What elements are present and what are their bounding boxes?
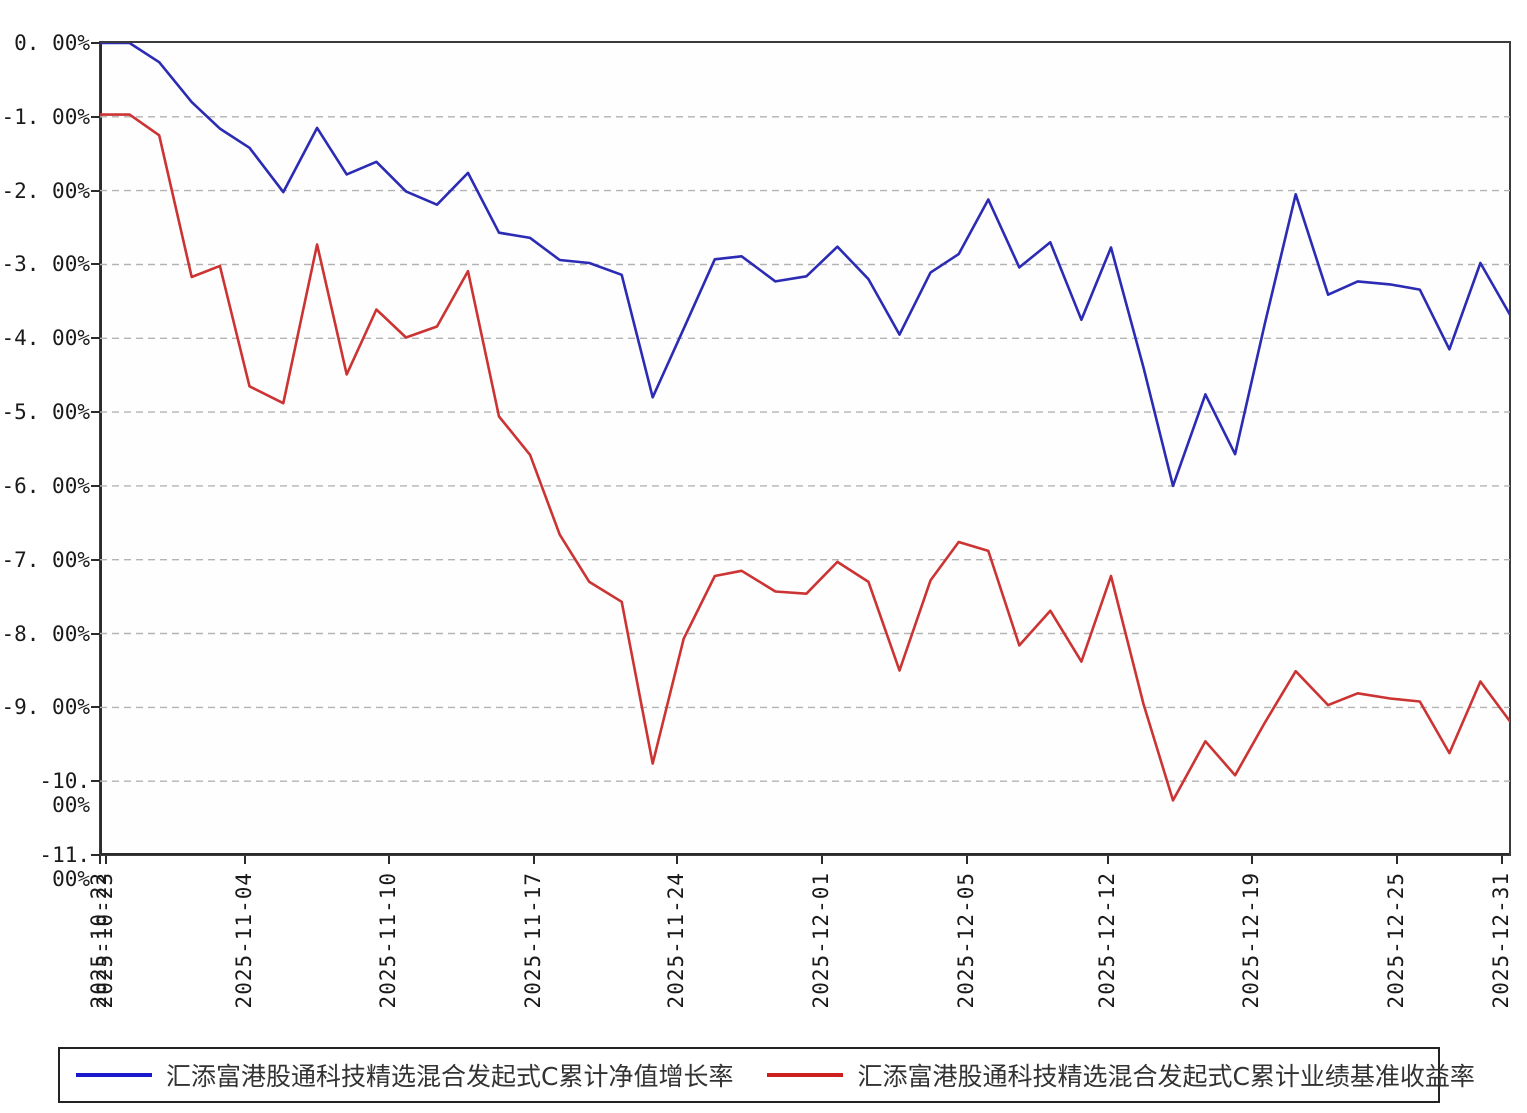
x-axis-tick [966,856,969,864]
x-axis-tick [99,856,101,864]
x-axis-line [101,853,1509,855]
legend-label-nav-growth: 汇添富港股通科技精选混合发起式C累计净值增长率 [166,1062,734,1091]
x-axis-tick [388,856,391,864]
x-axis-label: 2025-12-31 [1488,872,1513,1009]
y-axis-label: -7. 00% [1,547,90,572]
y-axis-tick [91,115,100,118]
y-axis-line [100,43,102,854]
legend-item-nav-growth: 汇添富港股通科技精选混合发起式C累计净值增长率 [76,1057,733,1093]
x-axis-tick [820,856,823,864]
y-axis-tick [91,854,100,856]
y-axis-tick [91,632,100,635]
y-axis-tick [91,558,100,561]
x-axis-label: 2025-11-04 [232,872,257,1009]
x-axis-tick [675,856,678,864]
legend-line-red-icon [767,1073,844,1077]
y-axis-tick [91,42,100,44]
legend-line-blue-icon [76,1073,152,1077]
series-lines-svg [100,43,1510,802]
x-axis-label: 2025-12-19 [1238,872,1263,1009]
y-axis-label: -4. 00% [1,326,90,351]
x-axis-label: 2025-11-17 [521,872,546,1009]
y-axis-label: -3. 00% [1,252,90,277]
y-axis-label: -11. 00% [39,843,90,891]
x-axis-label: 2025-12-01 [808,872,833,1009]
x-axis-tick [1250,856,1253,864]
x-axis-tick [244,856,247,864]
x-axis-label: 2025-12-25 [1384,872,1409,1009]
x-axis-tick [104,856,107,864]
plot-area [99,41,1511,856]
y-axis-label: -9. 00% [1,695,90,720]
y-axis-tick [91,780,100,783]
y-axis-tick [91,484,100,487]
y-axis-label: -8. 00% [1,621,90,646]
y-axis-label: -6. 00% [1,473,90,498]
y-axis-tick [91,189,100,192]
x-axis-label: 2025-10-23 [92,872,117,1009]
benchmark-line [100,113,1510,802]
y-axis-label: -2. 00% [1,178,90,203]
legend-label-benchmark: 汇添富港股通科技精选混合发起式C累计业绩基准收益率 [857,1062,1475,1091]
nav-growth-line [100,43,1510,488]
y-axis-tick [91,411,100,414]
x-axis-tick [1107,856,1110,864]
legend: 汇添富港股通科技精选混合发起式C累计净值增长率 汇添富港股通科技精选混合发起式C… [58,1047,1475,1103]
x-axis-label: 2025-11-10 [376,872,401,1009]
y-axis-tick [91,706,100,709]
legend-item-benchmark: 汇添富港股通科技精选混合发起式C累计业绩基准收益率 [767,1057,1475,1093]
y-axis-label: -1. 00% [1,104,90,129]
x-axis-tick [1500,856,1503,864]
x-axis-tick [1396,856,1399,864]
y-axis-tick [91,263,100,266]
x-axis-label: 2025-12-12 [1095,872,1120,1009]
x-axis-tick [533,856,536,864]
x-axis-label: 2025-11-24 [663,872,688,1009]
y-axis-label: 0. 00% [14,31,90,55]
y-axis-label: -5. 00% [1,400,90,425]
x-axis-label: 2025-12-05 [954,872,979,1009]
y-axis-label: -10. 00% [39,769,90,818]
y-axis-tick [91,337,100,340]
